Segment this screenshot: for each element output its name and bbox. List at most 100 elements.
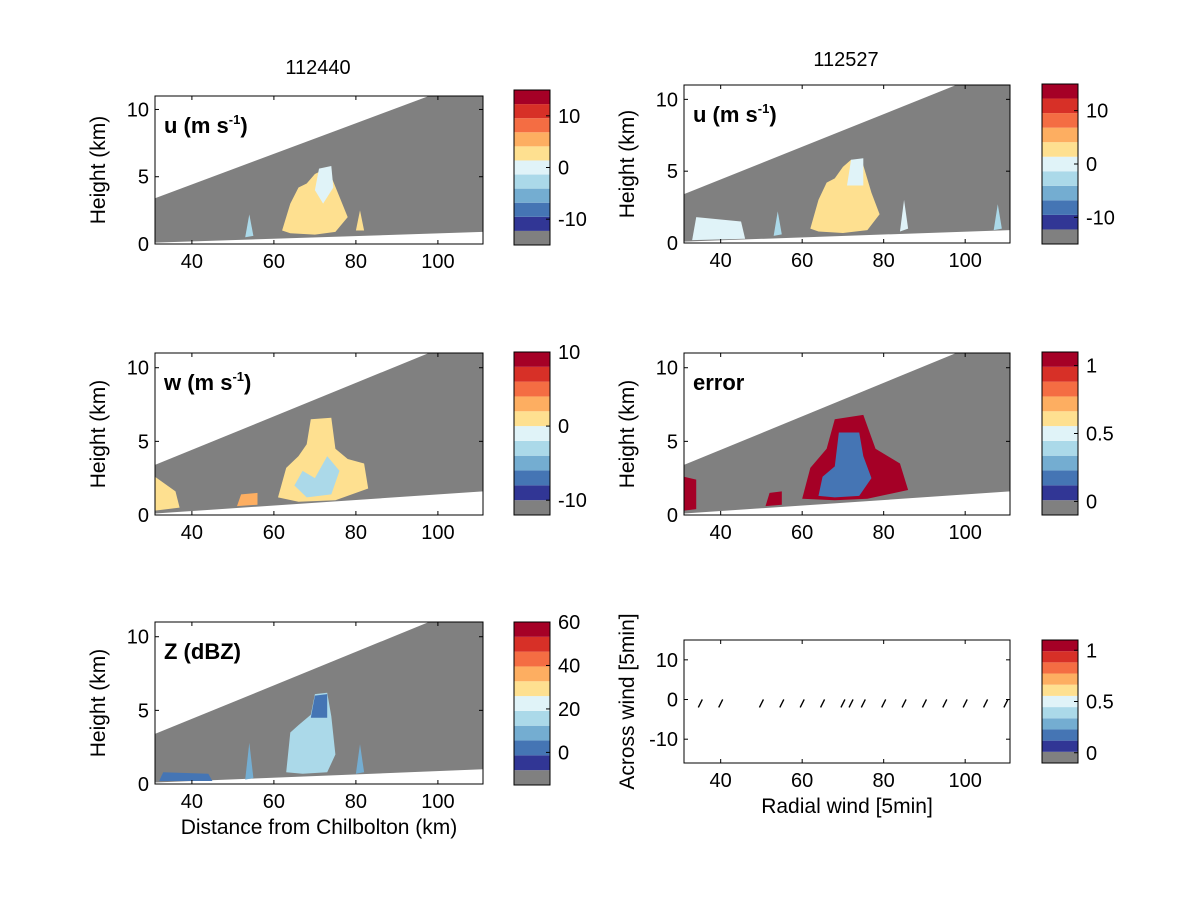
wind-vector <box>799 699 805 708</box>
y-tick-label: 10 <box>656 650 678 672</box>
colorbar-swatch <box>1042 707 1078 719</box>
colorbar-swatch <box>514 90 550 105</box>
y-tick-label: 5 <box>138 700 149 722</box>
y-tick-label: 0 <box>667 690 678 712</box>
x-tick-label: 100 <box>948 522 981 544</box>
echo-region-4 <box>993 204 1002 231</box>
colorbar-swatch <box>1042 426 1078 441</box>
colorbar-tick-label: 1 <box>1086 640 1097 662</box>
wind-vector <box>1003 699 1009 708</box>
colorbar: 10 0 -10 <box>1041 83 1115 245</box>
colorbar: 60 40 20 0 <box>513 612 580 786</box>
y-axis-label: Height (km) <box>87 380 110 489</box>
wind-vector <box>860 699 866 708</box>
colorbar-tick-label: 0 <box>1086 743 1097 765</box>
x-tick-label: 80 <box>345 791 367 813</box>
colorbar-swatch <box>1042 127 1078 143</box>
colorbar-swatch-nodata <box>514 500 550 515</box>
x-tick-label: 100 <box>421 522 454 544</box>
x-tick-label: 40 <box>710 770 732 792</box>
wind-vector <box>779 699 785 708</box>
y-tick-label: 10 <box>127 99 149 121</box>
axes-frame <box>683 352 1011 516</box>
colorbar-swatch <box>1042 695 1078 708</box>
axes-frame <box>154 352 484 516</box>
colorbar-swatch <box>1042 113 1078 128</box>
colorbar-swatch-nodata <box>514 770 550 785</box>
y-tick-label: 10 <box>127 627 149 649</box>
colorbar-tick-label: 10 <box>558 106 580 128</box>
wind-vector <box>982 699 989 708</box>
colorbar-swatch <box>514 426 550 441</box>
x-tick-label: 100 <box>948 770 981 792</box>
y-axis-label: Height (km) <box>87 649 110 758</box>
y-tick-label: -10 <box>649 729 678 751</box>
colorbar-tick-label: 0 <box>1086 154 1097 176</box>
y-axis-label: Across wind [5min] <box>616 613 639 789</box>
colorbar-swatch-nodata <box>1042 229 1078 244</box>
x-tick-label: 60 <box>791 522 813 544</box>
axes-frame <box>154 95 484 245</box>
colorbar-tick-label: 1 <box>1086 356 1097 378</box>
variable-label: error <box>693 370 745 395</box>
colorbar-swatch <box>1042 171 1078 186</box>
colorbar-tick-label: 60 <box>558 612 580 634</box>
colorbar-swatch <box>1042 84 1078 99</box>
x-tick-label: 40 <box>710 250 732 272</box>
colorbar-swatch <box>514 366 550 382</box>
y-tick-label: 5 <box>138 167 149 189</box>
colorbar-swatch <box>514 202 550 217</box>
plot-area <box>155 96 483 243</box>
echo-region-1 <box>847 158 864 186</box>
x-tick-label: 60 <box>263 791 285 813</box>
wind-vector <box>840 699 846 708</box>
colorbar-tick-label: -10 <box>558 209 587 231</box>
colorbar-tick-label: 10 <box>558 342 580 364</box>
x-tick-label: 80 <box>345 251 367 273</box>
colorbar-swatch <box>1042 411 1078 427</box>
colorbar-swatch <box>514 681 550 697</box>
colorbar-tick-label: 10 <box>1086 101 1108 123</box>
colorbar-swatch <box>1042 185 1078 201</box>
wind-vector <box>962 699 968 708</box>
x-tick-label: 40 <box>181 522 203 544</box>
column-title-left: 112440 <box>285 57 350 79</box>
colorbar-tick-label: -10 <box>558 490 587 512</box>
colorbar-swatch <box>1042 485 1078 501</box>
variable-label: Z (dBZ) <box>164 639 241 664</box>
echo-region-3 <box>899 199 909 232</box>
colorbar-swatch <box>1042 662 1078 674</box>
colorbar-swatch <box>514 104 550 119</box>
colorbar-swatch <box>514 455 550 471</box>
colorbar: 10 0 -10 <box>513 342 587 516</box>
colorbar-swatch <box>514 352 550 367</box>
x-tick-label: 60 <box>791 250 813 272</box>
x-tick-label: 100 <box>948 250 981 272</box>
colorbar-swatch <box>514 216 550 231</box>
colorbar-swatch <box>514 396 550 412</box>
y-tick-label: 0 <box>667 233 678 255</box>
colorbar-swatch <box>1042 381 1078 397</box>
x-tick-label: 80 <box>345 522 367 544</box>
colorbar-swatch <box>514 755 550 771</box>
colorbar-swatch <box>1042 729 1078 741</box>
plot-area <box>155 622 483 783</box>
wind-vector <box>942 699 948 708</box>
x-tick-label: 100 <box>421 791 454 813</box>
wind-vector <box>921 699 928 708</box>
colorbar-tick-label: 0 <box>558 416 569 438</box>
y-tick-label: 5 <box>667 161 678 183</box>
x-tick-label: 40 <box>710 522 732 544</box>
wind-vector <box>901 699 907 708</box>
colorbar-swatch <box>514 651 550 667</box>
echo-region-2 <box>245 742 254 780</box>
colorbar-swatch <box>1042 214 1078 230</box>
colorbar-tick-label: 40 <box>558 655 580 677</box>
y-tick-label: 0 <box>138 774 149 796</box>
colorbar-swatch <box>1042 200 1078 215</box>
y-tick-label: 10 <box>656 89 678 111</box>
